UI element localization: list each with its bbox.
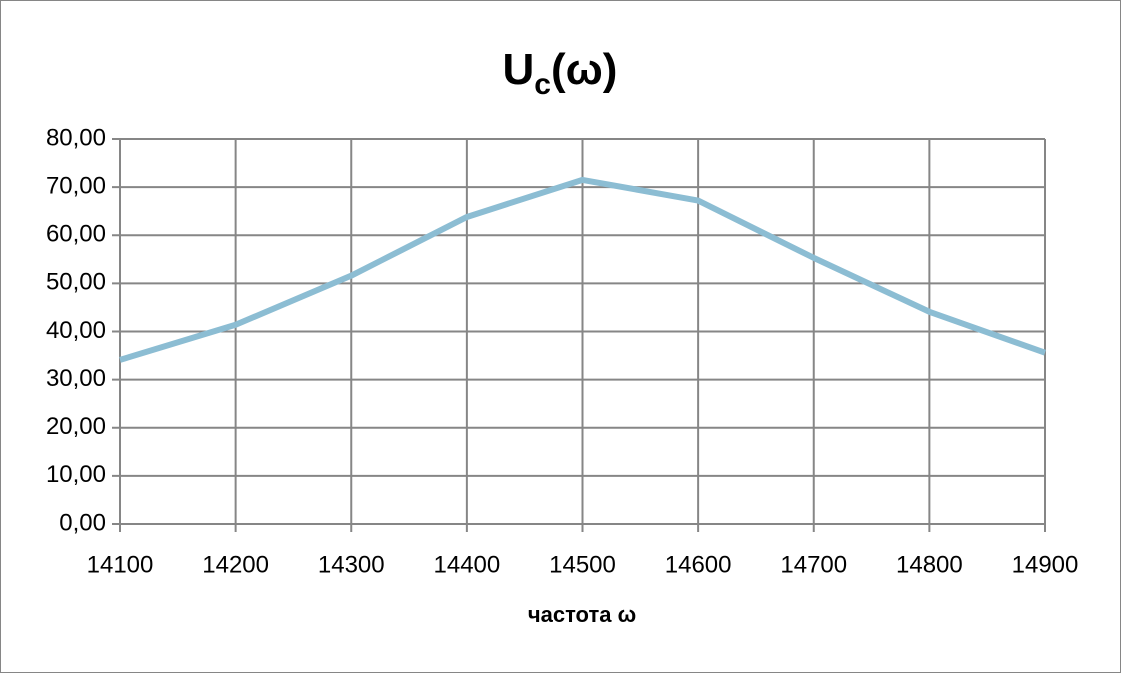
y-tick-label: 20,00 [46,413,106,440]
y-tick-label: 30,00 [46,365,106,392]
x-axis-label: частота ω [528,602,636,627]
x-tick-label: 14700 [780,551,847,578]
title-subscript: c [534,68,551,101]
x-tick-label: 14200 [202,551,269,578]
y-tick-label: 70,00 [46,172,106,199]
y-tick-label: 60,00 [46,221,106,248]
title-suffix: (ω) [551,45,617,94]
y-tick-label: 50,00 [46,269,106,296]
title-main: U [503,45,535,94]
x-tick-label: 14100 [87,551,154,578]
x-tick-label: 14400 [434,551,501,578]
x-tick-label: 14500 [549,551,616,578]
x-tick-label: 14300 [318,551,385,578]
x-tick-label: 14900 [1012,551,1079,578]
y-tick-label: 80,00 [46,124,106,151]
data-line [119,176,1047,363]
x-tick-label: 14800 [896,551,963,578]
y-tick-label: 40,00 [46,317,106,344]
y-tick-label: 0,00 [59,509,106,536]
x-tick-label: 14600 [665,551,732,578]
chart-title: Uc(ω) [503,45,618,101]
y-tick-label: 10,00 [46,461,106,488]
